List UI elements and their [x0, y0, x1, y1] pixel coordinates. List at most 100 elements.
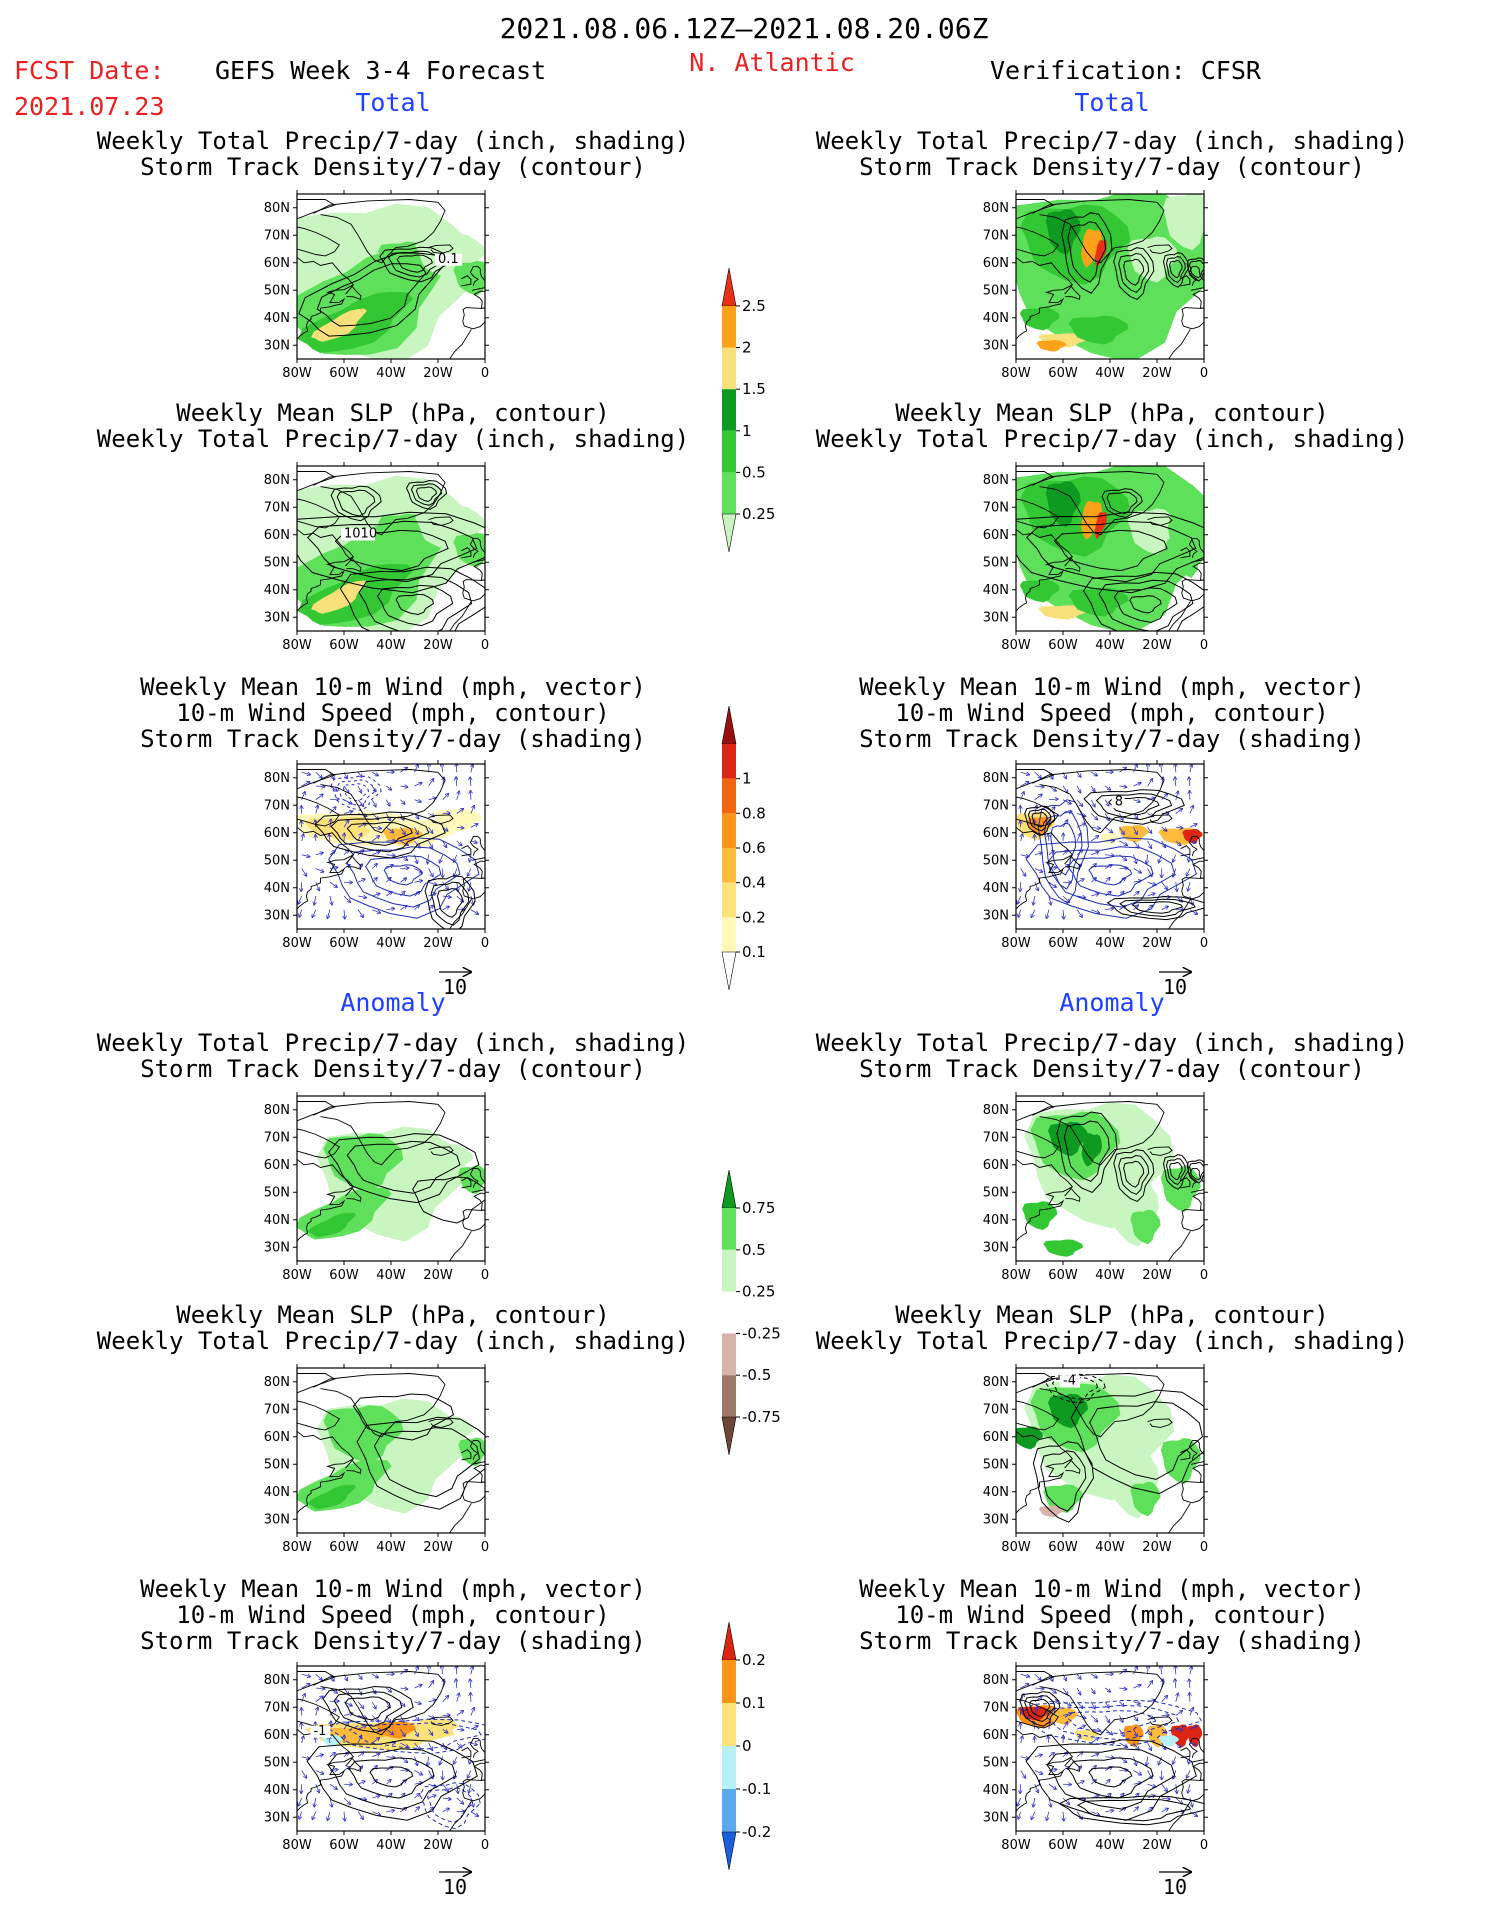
- lat-tick-label: 70N: [983, 798, 1009, 813]
- wind-vector: [414, 1685, 422, 1689]
- coastline: [297, 256, 355, 340]
- wind-vector: [442, 1808, 449, 1813]
- wind-vector: [400, 840, 408, 845]
- contour-line: [342, 783, 369, 802]
- wind-vector: [428, 881, 437, 885]
- wind-vector: [329, 1709, 336, 1716]
- wind-vectors: [1017, 764, 1197, 918]
- contour-line: [1106, 491, 1138, 515]
- wind-vector: [1161, 1784, 1168, 1791]
- wind-vector: [1034, 771, 1041, 778]
- lon-tick-label: 40W: [376, 366, 406, 381]
- lat-tick-label: 40N: [264, 583, 290, 598]
- wind-vector: [428, 1700, 436, 1702]
- wind-vector: [1017, 1797, 1022, 1806]
- lat-tick-label: 40N: [983, 1213, 1009, 1228]
- coastline: [1016, 1728, 1074, 1812]
- wind-vector: [329, 1753, 335, 1758]
- lon-tick-label: 60W: [1048, 638, 1078, 653]
- contour-line: [344, 1696, 391, 1721]
- panel-p1: 0.1 80N 70N 60N 50N 40N 30N 80W 60W 40W 20W 0: [264, 190, 489, 381]
- wind-vector: [1188, 1784, 1190, 1793]
- lat-tick-label: 80N: [983, 201, 1009, 216]
- coastline: [473, 1762, 485, 1781]
- lat-tick-label: 50N: [264, 1755, 290, 1770]
- wind-vector: [1091, 827, 1100, 828]
- wind-vector: [312, 909, 317, 918]
- shade-region: [1158, 1735, 1179, 1747]
- vector-reference: 10: [439, 972, 471, 999]
- coastline: [1016, 769, 1055, 790]
- lat-tick-label: 60N: [264, 528, 290, 543]
- contour-line: [1118, 252, 1150, 293]
- wind-vector: [1020, 1757, 1029, 1759]
- wind-vector: [1020, 868, 1026, 876]
- lat-tick-label: 60N: [983, 1158, 1009, 1173]
- panel-p8-map: [1016, 1096, 1204, 1261]
- wind-vector: [442, 840, 447, 847]
- contour-line: [333, 1691, 403, 1727]
- coastline: [1168, 1801, 1204, 1831]
- wind-vector: [1175, 809, 1182, 814]
- wind-vector: [312, 1811, 317, 1820]
- coastline: [297, 769, 336, 790]
- colorbar-label: -0.2: [742, 1823, 771, 1841]
- wind-vector: [414, 783, 422, 787]
- wind-vector: [372, 894, 379, 896]
- colorbar-segment: [722, 347, 736, 390]
- coastline: [462, 579, 485, 602]
- wind-vector: [1076, 1735, 1080, 1744]
- wind-vector: [1091, 1729, 1100, 1730]
- wind-vector: [357, 785, 361, 793]
- wind-vector: [357, 864, 362, 869]
- wind-vector: [400, 892, 404, 897]
- contour-line: [298, 252, 445, 337]
- wind-vector: [330, 895, 332, 905]
- coastline: [1016, 528, 1074, 612]
- wind-vector: [372, 1673, 378, 1677]
- lat-tick-label: 60N: [983, 1728, 1009, 1743]
- lon-tick-label: 0: [1200, 1540, 1208, 1555]
- lat-tick-label: 80N: [264, 1103, 290, 1118]
- wind-vector: [400, 1742, 408, 1747]
- lon-tick-label: 40W: [1095, 1268, 1125, 1283]
- wind-vector: [1090, 1780, 1096, 1785]
- coastline: [1188, 1738, 1204, 1763]
- lat-tick-label: 70N: [983, 1402, 1009, 1417]
- wind-vector: [428, 779, 434, 787]
- colorbar-segment: [722, 1291, 736, 1334]
- shade-region: [1123, 1724, 1144, 1748]
- wind-vector: [414, 1783, 423, 1785]
- lon-tick-label: 40W: [1095, 366, 1125, 381]
- contour-line: [352, 1393, 455, 1441]
- wind-vector: [1119, 827, 1124, 834]
- wind-vector: [428, 854, 429, 864]
- wind-vector: [400, 878, 406, 883]
- wind-vector: [457, 882, 458, 891]
- coastline: [473, 290, 485, 309]
- wind-vector: [1133, 764, 1138, 773]
- wind-vector: [1033, 895, 1035, 905]
- panel-p3-map: 1010: [297, 466, 485, 631]
- panel-p1-title1: Weekly Total Precip/7-day (inch, shading…: [96, 127, 690, 155]
- wind-vector: [428, 1742, 433, 1750]
- wind-vector: [1161, 794, 1168, 801]
- coastline: [462, 1779, 485, 1802]
- lon-tick-label: 80W: [1001, 638, 1031, 653]
- section-total-right: Total: [1074, 88, 1150, 117]
- contour-line: [1162, 252, 1190, 288]
- coastline: [297, 1128, 340, 1159]
- lon-tick-label: 80W: [1001, 936, 1031, 951]
- wind-vector: [1161, 1808, 1168, 1813]
- wind-vector: [1033, 1797, 1035, 1807]
- wind-vector: [1091, 909, 1099, 913]
- colorbar-label: 2.5: [742, 297, 766, 315]
- wind-vector: [456, 1729, 464, 1730]
- coastline: [345, 1757, 362, 1772]
- contour-line: [1032, 1441, 1095, 1523]
- contour-line: [1031, 811, 1048, 828]
- colorbar-label: 0.2: [742, 1651, 766, 1669]
- lat-tick-label: 30N: [264, 610, 290, 625]
- wind-vector: [470, 841, 477, 843]
- lon-tick-label: 0: [1200, 1268, 1208, 1283]
